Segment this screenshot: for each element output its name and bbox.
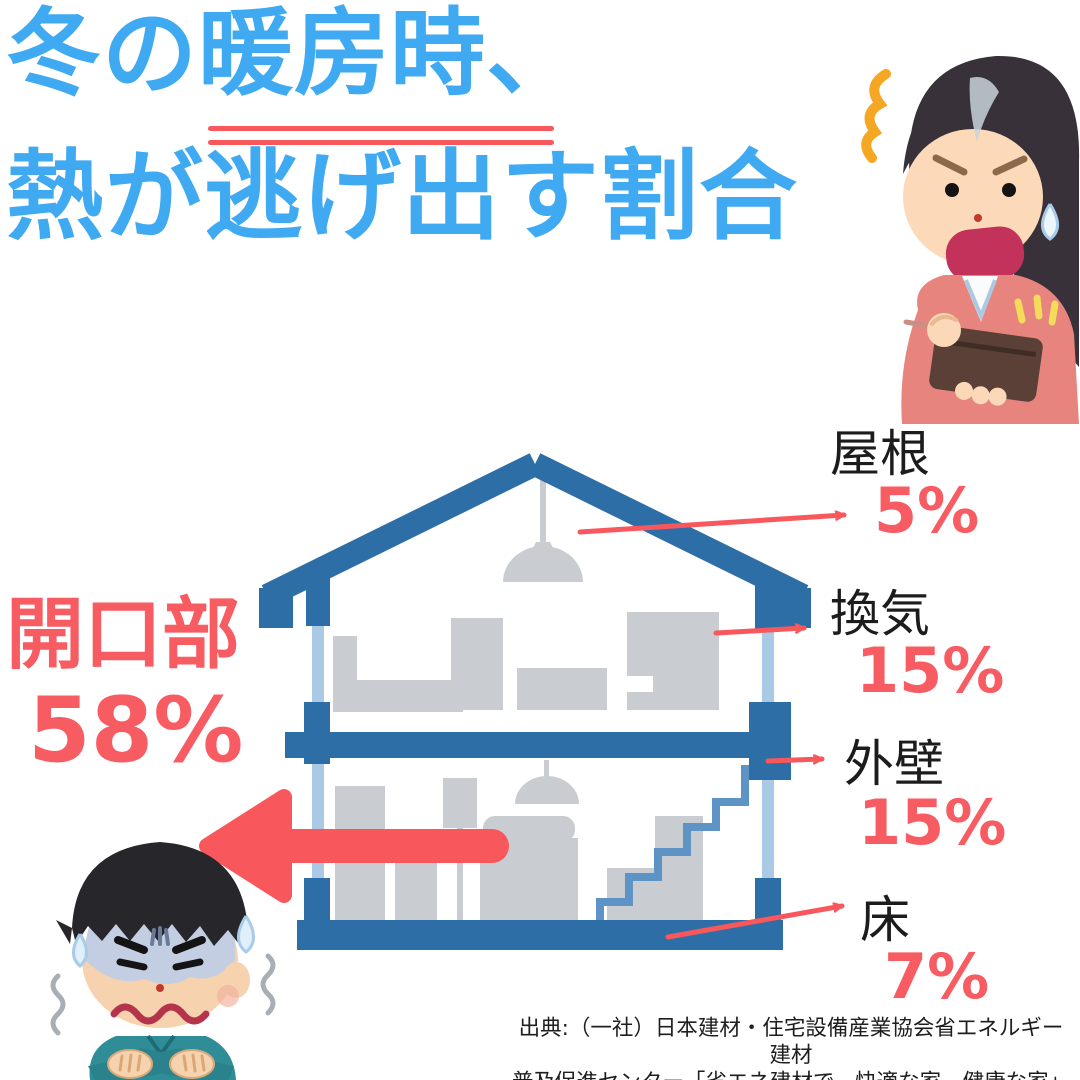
- title-underline-bottom: [208, 140, 554, 145]
- shivering-man-icon: [50, 842, 276, 1080]
- source-line-2: 普及促進センター「省エネ建材で、快適な家、健康な家」: [508, 1070, 1074, 1080]
- shocked-woman-empty-wallet-icon: [861, 55, 1080, 424]
- title-line-2: 熱が逃げ出す割合: [6, 140, 799, 254]
- source-citation: 出典:（一社）日本建材・住宅設備産業協会省エネルギー建材 普及促進センター「省エ…: [508, 1016, 1074, 1080]
- opening-label: 開口部: [6, 590, 241, 680]
- wallet-icon: [929, 325, 1043, 406]
- floor-value: 7%: [884, 940, 990, 1013]
- wall-label: 外壁: [844, 735, 944, 793]
- title-underline-top: [208, 126, 554, 131]
- roof-label: 屋根: [830, 425, 930, 483]
- house-cross-section-icon: [259, 453, 811, 950]
- ventilation-value: 15%: [856, 634, 1005, 707]
- wall-value: 15%: [858, 786, 1007, 859]
- roof-value: 5%: [874, 474, 980, 547]
- source-line-1: 出典:（一社）日本建材・住宅設備産業協会省エネルギー建材: [518, 1016, 1064, 1068]
- title-line-1: 冬の暖房時、: [6, 0, 583, 109]
- opening-value: 58%: [28, 678, 244, 783]
- ventilation-label: 換気: [830, 585, 930, 643]
- floor-label: 床: [860, 891, 910, 949]
